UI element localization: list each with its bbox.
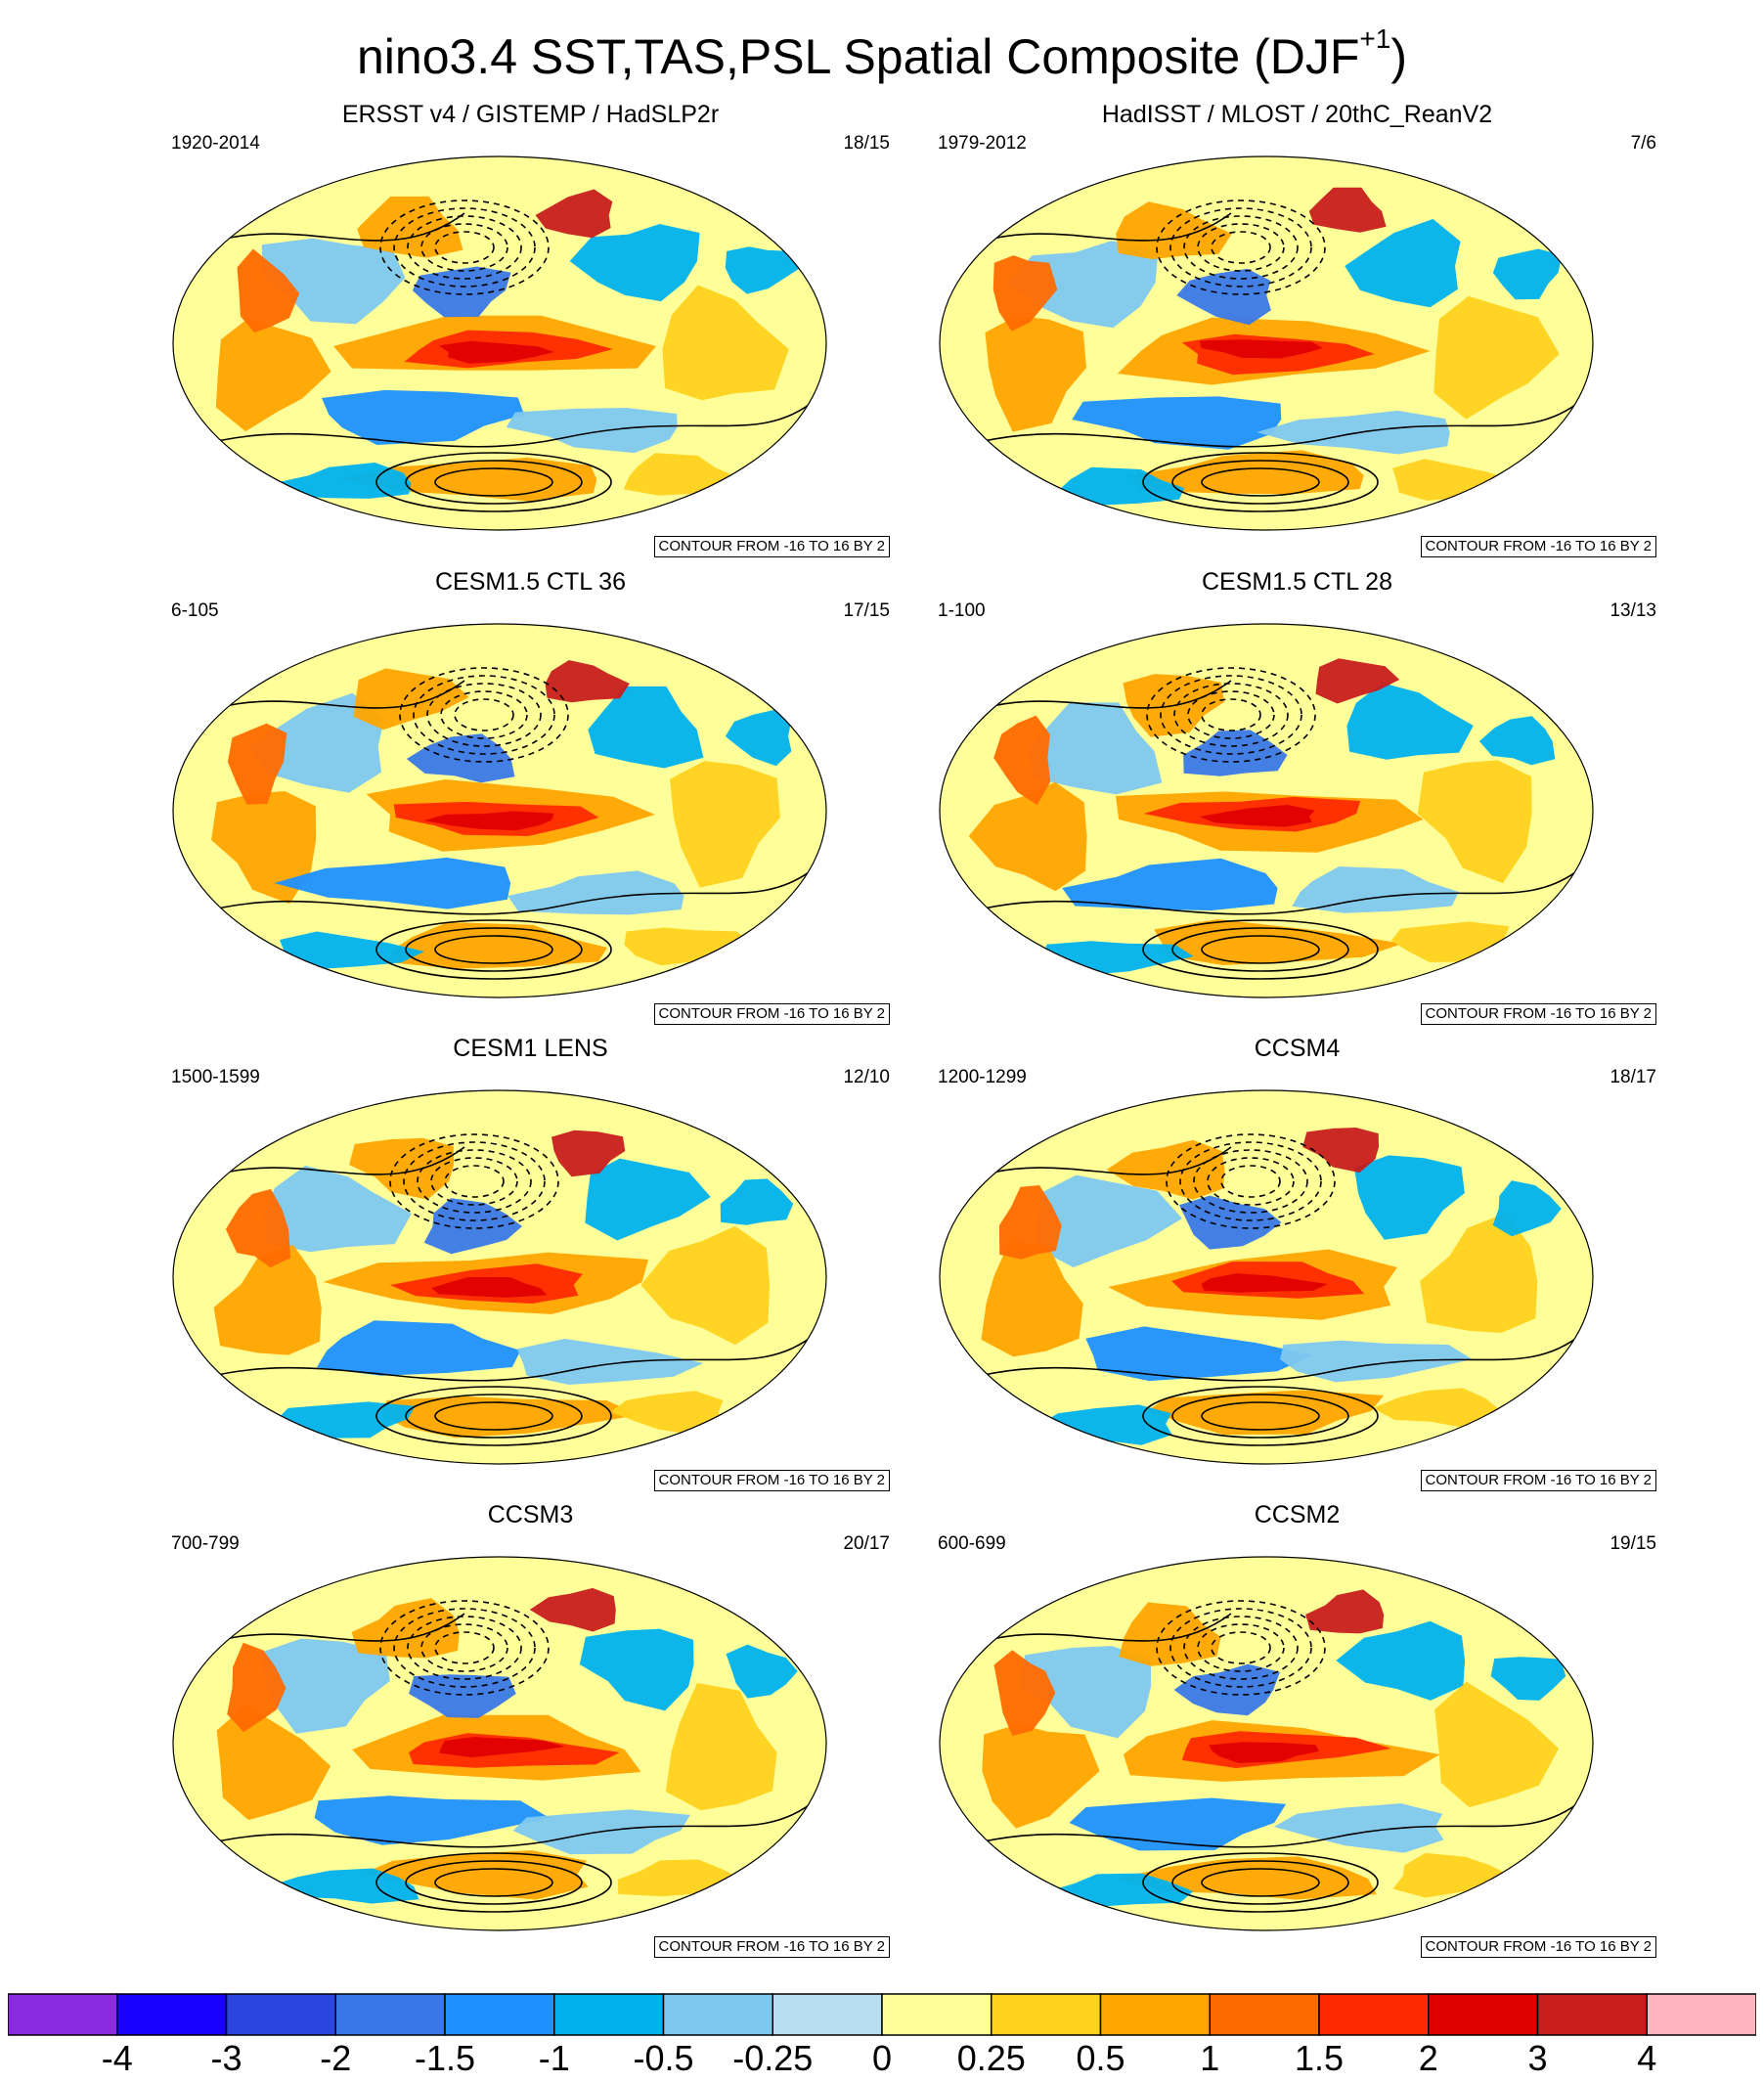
panel-title: HadISST / MLOST / 20thC_ReanV2 bbox=[1101, 101, 1493, 128]
panel-count: 13/13 bbox=[1610, 600, 1656, 621]
panel-period: 1979-2012 bbox=[938, 133, 1027, 154]
panel-title: CESM1.5 CTL 36 bbox=[435, 568, 626, 596]
colorbar-box bbox=[334, 1993, 446, 2036]
colorbar-label: 4 bbox=[1637, 2038, 1657, 2078]
figure-title-end: ) bbox=[1390, 29, 1408, 84]
panel-period: 1-100 bbox=[938, 600, 986, 621]
colorbar-box bbox=[991, 1993, 1102, 2036]
colorbar-box bbox=[662, 1993, 773, 2036]
panel-period: 1920-2014 bbox=[171, 133, 260, 154]
colorbar-box bbox=[1099, 1993, 1211, 2036]
colorbar-box bbox=[8, 1993, 118, 2036]
map-panel: ERSST v4 / GISTEMP / HadSLP2r 1920-2014 … bbox=[171, 100, 890, 559]
colorbar-box bbox=[1428, 1993, 1539, 2036]
panel-count: 7/6 bbox=[1630, 133, 1656, 154]
panel-title: CCSM4 bbox=[1254, 1035, 1341, 1062]
contour-info: CONTOUR FROM -16 TO 16 BY 2 bbox=[653, 536, 890, 557]
panel-period: 6-105 bbox=[171, 600, 219, 621]
panel-count: 19/15 bbox=[1610, 1533, 1656, 1554]
contour-info: CONTOUR FROM -16 TO 16 BY 2 bbox=[1420, 1936, 1656, 1958]
map-panel: CCSM2 600-699 19/15 CONTOUR FROM -16 TO … bbox=[938, 1500, 1656, 1960]
globe-map bbox=[172, 155, 827, 531]
globe-map bbox=[172, 1089, 827, 1465]
globe-map bbox=[172, 623, 827, 998]
contour-info: CONTOUR FROM -16 TO 16 BY 2 bbox=[1420, 1470, 1656, 1491]
panel-title: CCSM3 bbox=[487, 1501, 574, 1528]
colorbar-box bbox=[1646, 1993, 1756, 2036]
colorbar-label: 1.5 bbox=[1294, 2038, 1345, 2078]
colorbar-box bbox=[444, 1993, 555, 2036]
panel-period: 600-699 bbox=[938, 1533, 1006, 1554]
map-panel: CESM1.5 CTL 28 1-100 13/13 CONTOUR FROM … bbox=[938, 567, 1656, 1027]
panel-period: 1200-1299 bbox=[938, 1067, 1027, 1087]
colorbar-box bbox=[772, 1993, 883, 2036]
map-panel: CESM1 LENS 1500-1599 12/10 CONTOUR FROM … bbox=[171, 1034, 890, 1493]
map-panel: CCSM3 700-799 20/17 CONTOUR FROM -16 TO … bbox=[171, 1500, 890, 1960]
colorbar-label: -0.5 bbox=[633, 2038, 694, 2078]
colorbar-label: 3 bbox=[1527, 2038, 1548, 2078]
figure-title: nino3.4 SST,TAS,PSL Spatial Composite (D… bbox=[0, 8, 1764, 88]
colorbar-label: 0.5 bbox=[1076, 2038, 1125, 2078]
panel-period: 700-799 bbox=[171, 1533, 240, 1554]
map-panel: CCSM4 1200-1299 18/17 CONTOUR FROM -16 T… bbox=[938, 1034, 1656, 1493]
panel-title: CESM1.5 CTL 28 bbox=[1202, 568, 1392, 596]
colorbar-box bbox=[553, 1993, 665, 2036]
globe-map bbox=[172, 1556, 827, 1931]
globe-map bbox=[939, 1556, 1594, 1931]
figure-title-text: nino3.4 SST,TAS,PSL Spatial Composite (D… bbox=[356, 29, 1360, 84]
panel-title: CESM1 LENS bbox=[453, 1035, 608, 1062]
contour-info: CONTOUR FROM -16 TO 16 BY 2 bbox=[653, 1003, 890, 1025]
colorbar bbox=[8, 1993, 1756, 2036]
colorbar-box bbox=[881, 1993, 992, 2036]
contour-info: CONTOUR FROM -16 TO 16 BY 2 bbox=[653, 1470, 890, 1491]
panel-count: 18/15 bbox=[843, 133, 890, 154]
colorbar-label: -4 bbox=[101, 2038, 133, 2078]
map-panel: HadISST / MLOST / 20thC_ReanV2 1979-2012… bbox=[938, 100, 1656, 559]
colorbar-label: -2 bbox=[320, 2038, 352, 2078]
contour-info: CONTOUR FROM -16 TO 16 BY 2 bbox=[653, 1936, 890, 1958]
panel-count: 20/17 bbox=[843, 1533, 890, 1554]
panel-title: CCSM2 bbox=[1254, 1501, 1341, 1528]
colorbar-box bbox=[1536, 1993, 1648, 2036]
colorbar-box bbox=[1318, 1993, 1430, 2036]
panel-count: 18/17 bbox=[1610, 1067, 1656, 1087]
colorbar-label: -3 bbox=[210, 2038, 243, 2078]
panel-period: 1500-1599 bbox=[171, 1067, 260, 1087]
colorbar-label: -0.25 bbox=[732, 2038, 814, 2078]
contour-info: CONTOUR FROM -16 TO 16 BY 2 bbox=[1420, 536, 1656, 557]
colorbar-label: -1 bbox=[538, 2038, 570, 2078]
colorbar-box bbox=[1209, 1993, 1320, 2036]
contour-info: CONTOUR FROM -16 TO 16 BY 2 bbox=[1420, 1003, 1656, 1025]
colorbar-label: -1.5 bbox=[414, 2038, 476, 2078]
figure-title-superscript: +1 bbox=[1359, 23, 1391, 54]
globe-map bbox=[939, 623, 1594, 998]
colorbar-box bbox=[225, 1993, 336, 2036]
colorbar-label: 1 bbox=[1200, 2038, 1220, 2078]
colorbar-labels: -4 -3 -2 -1.5 -1 -0.5 -0.25 0 0.25 0.5 1 1.5 2 3 4 bbox=[0, 2038, 1764, 2081]
globe-map bbox=[939, 155, 1594, 531]
globe-map bbox=[939, 1089, 1594, 1465]
panel-count: 12/10 bbox=[843, 1067, 890, 1087]
panel-title: ERSST v4 / GISTEMP / HadSLP2r bbox=[341, 101, 720, 128]
colorbar-label: 0 bbox=[871, 2038, 893, 2078]
colorbar-label: 0.25 bbox=[956, 2038, 1026, 2078]
colorbar-label: 2 bbox=[1418, 2038, 1438, 2078]
map-panel: CESM1.5 CTL 36 6-105 17/15 CONTOUR FROM … bbox=[171, 567, 890, 1027]
panel-count: 17/15 bbox=[843, 600, 890, 621]
colorbar-box bbox=[116, 1993, 228, 2036]
